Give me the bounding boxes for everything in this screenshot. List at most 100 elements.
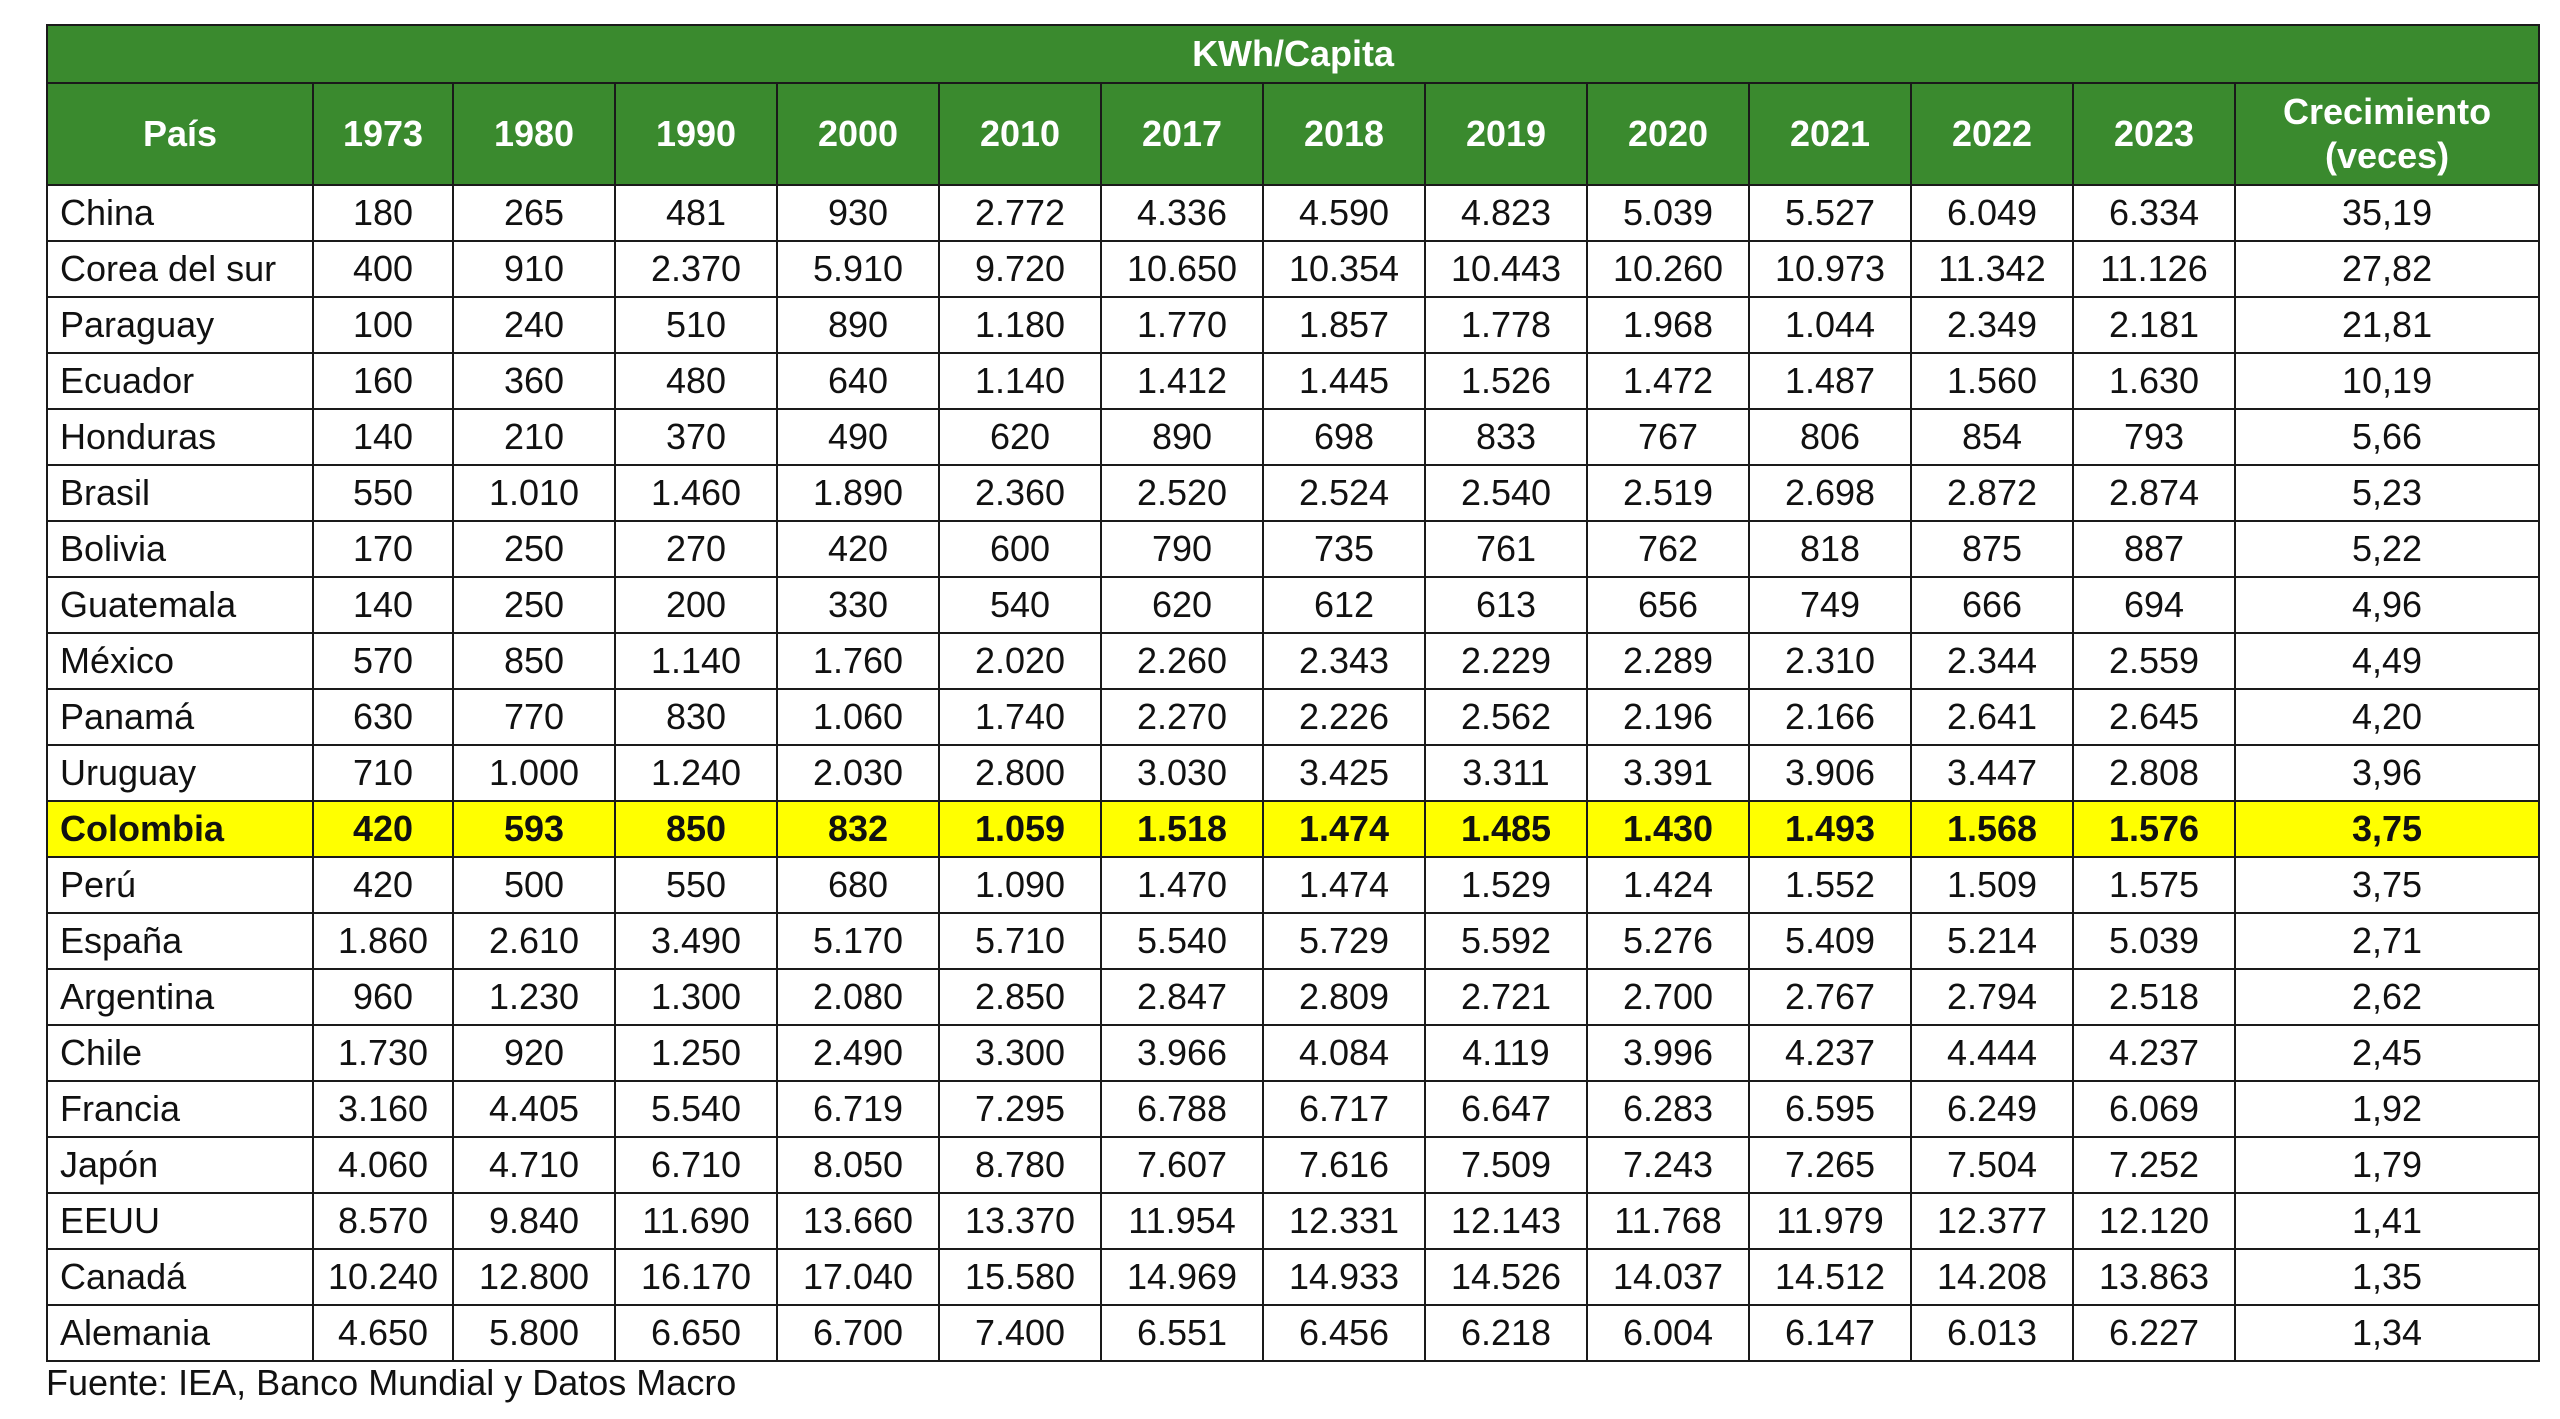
- table-row: EEUU 8.570 9.840 11.690 13.660 13.370 11.954 12…: [46, 1192, 2541, 1250]
- country-cell: Colombia: [46, 800, 314, 858]
- country-cell: Paraguay: [46, 296, 314, 354]
- value-cell: 3,75: [2233, 800, 2541, 858]
- value-cell: 6.700: [776, 1304, 940, 1362]
- table-row: Canadá 10.240 12.800 16.170 17.040 15.580 14.9…: [46, 1248, 2541, 1306]
- column-header: 2023: [2072, 82, 2236, 186]
- value-cell: 5,22: [2233, 520, 2541, 578]
- column-header: 2018: [1262, 82, 1426, 186]
- value-cell: 960: [312, 968, 454, 1026]
- value-cell: 1.430: [1586, 800, 1750, 858]
- value-cell: 1.300: [614, 968, 778, 1026]
- value-cell: 14.208: [1910, 1248, 2074, 1306]
- column-header: 1973: [312, 82, 454, 186]
- value-cell: 8.050: [776, 1136, 940, 1194]
- value-cell: 1.140: [614, 632, 778, 690]
- value-cell: 1.000: [452, 744, 616, 802]
- value-cell: 2.772: [938, 184, 1102, 242]
- value-cell: 14.512: [1748, 1248, 1912, 1306]
- value-cell: 749: [1748, 576, 1912, 634]
- column-header: 2000: [776, 82, 940, 186]
- table-title: KWh/Capita: [45, 24, 2541, 84]
- value-cell: 920: [452, 1024, 616, 1082]
- value-cell: 7.607: [1100, 1136, 1264, 1194]
- value-cell: 666: [1910, 576, 2074, 634]
- value-cell: 2.229: [1424, 632, 1588, 690]
- value-cell: 6.788: [1100, 1080, 1264, 1138]
- value-cell: 1.576: [2072, 800, 2236, 858]
- value-cell: 330: [776, 576, 940, 634]
- value-cell: 14.037: [1586, 1248, 1750, 1306]
- value-cell: 2,62: [2233, 968, 2541, 1026]
- value-cell: 11.690: [614, 1192, 778, 1250]
- value-cell: 1.474: [1262, 800, 1426, 858]
- value-cell: 680: [776, 856, 940, 914]
- value-cell: 2.700: [1586, 968, 1750, 1026]
- value-cell: 2.540: [1424, 464, 1588, 522]
- value-cell: 12.377: [1910, 1192, 2074, 1250]
- table-row: Alemania 4.650 5.800 6.650 6.700 7.400 6.551 6.…: [46, 1304, 2541, 1362]
- value-cell: 5,66: [2233, 408, 2541, 466]
- value-cell: 6.227: [2072, 1304, 2236, 1362]
- value-cell: 2.808: [2072, 744, 2236, 802]
- value-cell: 6.717: [1262, 1080, 1426, 1138]
- value-cell: 6.218: [1424, 1304, 1588, 1362]
- value-cell: 370: [614, 408, 778, 466]
- value-cell: 7.243: [1586, 1136, 1750, 1194]
- value-cell: 480: [614, 352, 778, 410]
- value-cell: 8.780: [938, 1136, 1102, 1194]
- value-cell: 1,92: [2233, 1080, 2541, 1138]
- value-cell: 12.120: [2072, 1192, 2236, 1250]
- value-cell: 1,79: [2233, 1136, 2541, 1194]
- value-cell: 265: [452, 184, 616, 242]
- value-cell: 481: [614, 184, 778, 242]
- value-cell: 250: [452, 576, 616, 634]
- table-row: Panamá 630 770 830 1.060 1.740 2.270 2.226 2.562…: [46, 688, 2541, 746]
- value-cell: 6.647: [1424, 1080, 1588, 1138]
- value-cell: 15.580: [938, 1248, 1102, 1306]
- value-cell: 510: [614, 296, 778, 354]
- value-cell: 3.425: [1262, 744, 1426, 802]
- value-cell: 4,96: [2233, 576, 2541, 634]
- value-cell: 1.230: [452, 968, 616, 1026]
- value-cell: 1.568: [1910, 800, 2074, 858]
- value-cell: 490: [776, 408, 940, 466]
- value-cell: 7.252: [2072, 1136, 2236, 1194]
- value-cell: 3.391: [1586, 744, 1750, 802]
- value-cell: 1.060: [776, 688, 940, 746]
- value-cell: 1.474: [1262, 856, 1426, 914]
- country-cell: Japón: [46, 1136, 314, 1194]
- value-cell: 2,71: [2233, 912, 2541, 970]
- value-cell: 4.336: [1100, 184, 1264, 242]
- value-cell: 2.289: [1586, 632, 1750, 690]
- country-cell: Argentina: [46, 968, 314, 1026]
- value-cell: 5.409: [1748, 912, 1912, 970]
- value-cell: 6.049: [1910, 184, 2074, 242]
- value-cell: 6.004: [1586, 1304, 1750, 1362]
- value-cell: 930: [776, 184, 940, 242]
- value-cell: 833: [1424, 408, 1588, 466]
- value-cell: 1.487: [1748, 352, 1912, 410]
- value-cell: 11.768: [1586, 1192, 1750, 1250]
- value-cell: 4,20: [2233, 688, 2541, 746]
- value-cell: 2.270: [1100, 688, 1264, 746]
- value-cell: 500: [452, 856, 616, 914]
- value-cell: 613: [1424, 576, 1588, 634]
- value-cell: 1.730: [312, 1024, 454, 1082]
- value-cell: 4.084: [1262, 1024, 1426, 1082]
- value-cell: 6.249: [1910, 1080, 2074, 1138]
- value-cell: 6.595: [1748, 1080, 1912, 1138]
- value-cell: 7.509: [1424, 1136, 1588, 1194]
- value-cell: 4,49: [2233, 632, 2541, 690]
- country-cell: Perú: [46, 856, 314, 914]
- table-title-row: KWh/Capita: [45, 24, 2541, 84]
- value-cell: 1.424: [1586, 856, 1750, 914]
- value-cell: 210: [452, 408, 616, 466]
- value-cell: 710: [312, 744, 454, 802]
- value-cell: 2.181: [2072, 296, 2236, 354]
- value-cell: 2.562: [1424, 688, 1588, 746]
- table-row: Uruguay 710 1.000 1.240 2.030 2.800 3.030 3.425…: [46, 744, 2541, 802]
- table-row: Honduras 140 210 370 490 620 890 698 833 767 806 85…: [46, 408, 2541, 466]
- column-header: 2021: [1748, 82, 1912, 186]
- value-cell: 6.456: [1262, 1304, 1426, 1362]
- table-row: México 570 850 1.140 1.760 2.020 2.260 2.343 2.2…: [46, 632, 2541, 690]
